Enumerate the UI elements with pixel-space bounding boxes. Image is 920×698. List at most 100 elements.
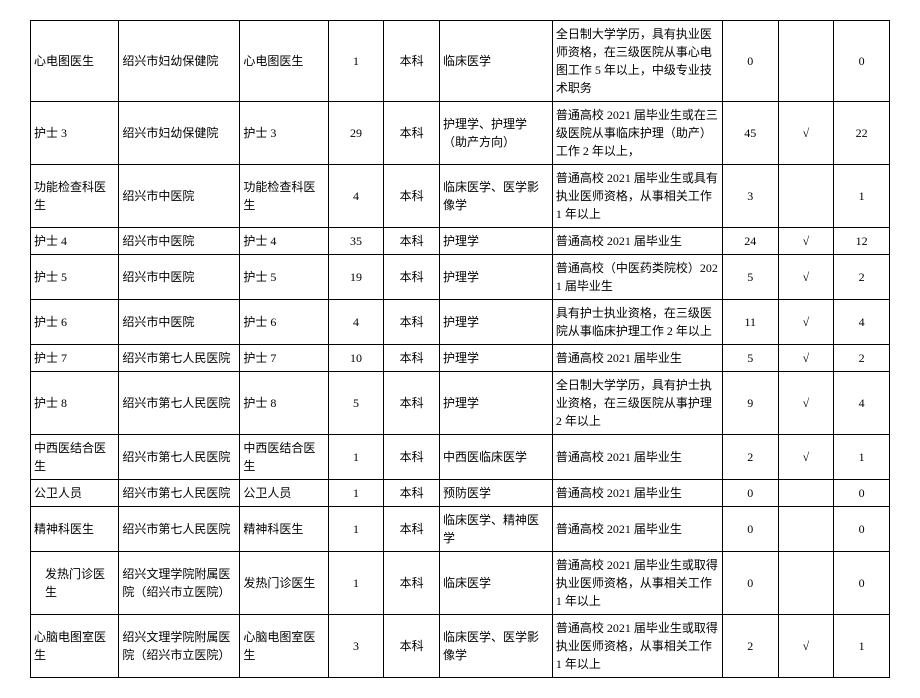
- table-row: 心脑电图室医生绍兴文理学院附属医院（绍兴市立医院）心脑电图室医生3本科临床医学、…: [31, 615, 890, 678]
- cell-n1: 5: [722, 255, 778, 300]
- cell-position: 护士 7: [31, 345, 119, 372]
- cell-check: √: [778, 228, 834, 255]
- cell-major: 护理学: [440, 345, 553, 372]
- cell-major: 临床医学、医学影像学: [440, 615, 553, 678]
- cell-n2: 12: [834, 228, 890, 255]
- cell-check: [778, 552, 834, 615]
- cell-n2: 0: [834, 480, 890, 507]
- cell-major: 临床医学、精神医学: [440, 507, 553, 552]
- cell-major: 护理学: [440, 300, 553, 345]
- cell-major: 护理学: [440, 372, 553, 435]
- cell-check: √: [778, 372, 834, 435]
- cell-edu: 本科: [384, 102, 440, 165]
- cell-org: 绍兴市第七人民医院: [119, 480, 240, 507]
- table-row: 护士 7绍兴市第七人民医院护士 710本科护理学普通高校 2021 届毕业生5√…: [31, 345, 890, 372]
- cell-org: 绍兴市妇幼保健院: [119, 102, 240, 165]
- table-row: 精神科医生绍兴市第七人民医院精神科医生1本科临床医学、精神医学普通高校 2021…: [31, 507, 890, 552]
- cell-req: 普通高校 2021 届毕业生或在三级医院从事临床护理（助产）工作 2 年以上，: [552, 102, 722, 165]
- cell-count: 1: [328, 21, 384, 102]
- cell-edu: 本科: [384, 255, 440, 300]
- table-row: 护士 4绍兴市中医院护士 435本科护理学普通高校 2021 届毕业生24√12: [31, 228, 890, 255]
- table-row: 护士 5绍兴市中医院护士 519本科护理学普通高校（中医药类院校）2021 届毕…: [31, 255, 890, 300]
- table-row: 护士 8绍兴市第七人民医院护士 85本科护理学全日制大学学历，具有护士执业资格，…: [31, 372, 890, 435]
- cell-edu: 本科: [384, 228, 440, 255]
- cell-job: 护士 8: [240, 372, 328, 435]
- cell-count: 1: [328, 480, 384, 507]
- cell-req: 普通高校 2021 届毕业生: [552, 480, 722, 507]
- cell-position: 发热门诊医生: [31, 552, 119, 615]
- cell-job: 公卫人员: [240, 480, 328, 507]
- cell-major: 预防医学: [440, 480, 553, 507]
- cell-edu: 本科: [384, 372, 440, 435]
- cell-job: 精神科医生: [240, 507, 328, 552]
- cell-check: [778, 21, 834, 102]
- cell-n1: 0: [722, 480, 778, 507]
- cell-edu: 本科: [384, 615, 440, 678]
- cell-job: 护士 4: [240, 228, 328, 255]
- cell-count: 4: [328, 165, 384, 228]
- cell-count: 5: [328, 372, 384, 435]
- cell-position: 心脑电图室医生: [31, 615, 119, 678]
- cell-check: √: [778, 615, 834, 678]
- cell-org: 绍兴文理学院附属医院（绍兴市立医院）: [119, 615, 240, 678]
- cell-req: 普通高校 2021 届毕业生: [552, 228, 722, 255]
- cell-n1: 0: [722, 552, 778, 615]
- cell-req: 普通高校 2021 届毕业生: [552, 507, 722, 552]
- cell-n2: 22: [834, 102, 890, 165]
- table-row: 护士 3绍兴市妇幼保健院护士 329本科护理学、护理学（助产方向）普通高校 20…: [31, 102, 890, 165]
- cell-position: 护士 3: [31, 102, 119, 165]
- cell-n1: 2: [722, 435, 778, 480]
- cell-org: 绍兴市第七人民医院: [119, 372, 240, 435]
- cell-n1: 2: [722, 615, 778, 678]
- cell-position: 公卫人员: [31, 480, 119, 507]
- cell-n2: 1: [834, 435, 890, 480]
- cell-req: 普通高校 2021 届毕业生或取得执业医师资格，从事相关工作 1 年以上: [552, 552, 722, 615]
- cell-n1: 45: [722, 102, 778, 165]
- cell-req: 全日制大学学历，具有护士执业资格，在三级医院从事护理 2 年以上: [552, 372, 722, 435]
- cell-org: 绍兴市第七人民医院: [119, 507, 240, 552]
- cell-count: 35: [328, 228, 384, 255]
- cell-count: 29: [328, 102, 384, 165]
- table-row: 发热门诊医生绍兴文理学院附属医院（绍兴市立医院）发热门诊医生1本科临床医学普通高…: [31, 552, 890, 615]
- cell-position: 中西医结合医生: [31, 435, 119, 480]
- cell-n2: 2: [834, 345, 890, 372]
- cell-count: 1: [328, 435, 384, 480]
- cell-req: 具有护士执业资格，在三级医院从事临床护理工作 2 年以上: [552, 300, 722, 345]
- cell-org: 绍兴文理学院附属医院（绍兴市立医院）: [119, 552, 240, 615]
- cell-check: √: [778, 300, 834, 345]
- cell-count: 1: [328, 552, 384, 615]
- cell-job: 发热门诊医生: [240, 552, 328, 615]
- cell-job: 护士 7: [240, 345, 328, 372]
- cell-org: 绍兴市中医院: [119, 228, 240, 255]
- cell-job: 中西医结合医生: [240, 435, 328, 480]
- cell-req: 普通高校 2021 届毕业生: [552, 435, 722, 480]
- cell-position: 护士 8: [31, 372, 119, 435]
- cell-edu: 本科: [384, 345, 440, 372]
- cell-check: √: [778, 102, 834, 165]
- cell-n1: 9: [722, 372, 778, 435]
- cell-count: 19: [328, 255, 384, 300]
- cell-position: 功能检查科医生: [31, 165, 119, 228]
- cell-job: 功能检查科医生: [240, 165, 328, 228]
- cell-org: 绍兴市中医院: [119, 255, 240, 300]
- cell-n2: 1: [834, 615, 890, 678]
- cell-major: 护理学: [440, 255, 553, 300]
- cell-major: 护理学: [440, 228, 553, 255]
- cell-edu: 本科: [384, 507, 440, 552]
- cell-position: 护士 5: [31, 255, 119, 300]
- cell-major: 临床医学: [440, 552, 553, 615]
- cell-n1: 24: [722, 228, 778, 255]
- cell-check: √: [778, 435, 834, 480]
- cell-n1: 0: [722, 507, 778, 552]
- cell-job: 心电图医生: [240, 21, 328, 102]
- cell-major: 护理学、护理学（助产方向）: [440, 102, 553, 165]
- cell-org: 绍兴市第七人民医院: [119, 345, 240, 372]
- cell-count: 3: [328, 615, 384, 678]
- cell-n2: 0: [834, 21, 890, 102]
- cell-count: 10: [328, 345, 384, 372]
- cell-n2: 4: [834, 300, 890, 345]
- cell-edu: 本科: [384, 480, 440, 507]
- cell-org: 绍兴市第七人民医院: [119, 435, 240, 480]
- table-row: 护士 6绍兴市中医院护士 64本科护理学具有护士执业资格，在三级医院从事临床护理…: [31, 300, 890, 345]
- table-row: 心电图医生绍兴市妇幼保健院心电图医生1本科临床医学全日制大学学历，具有执业医师资…: [31, 21, 890, 102]
